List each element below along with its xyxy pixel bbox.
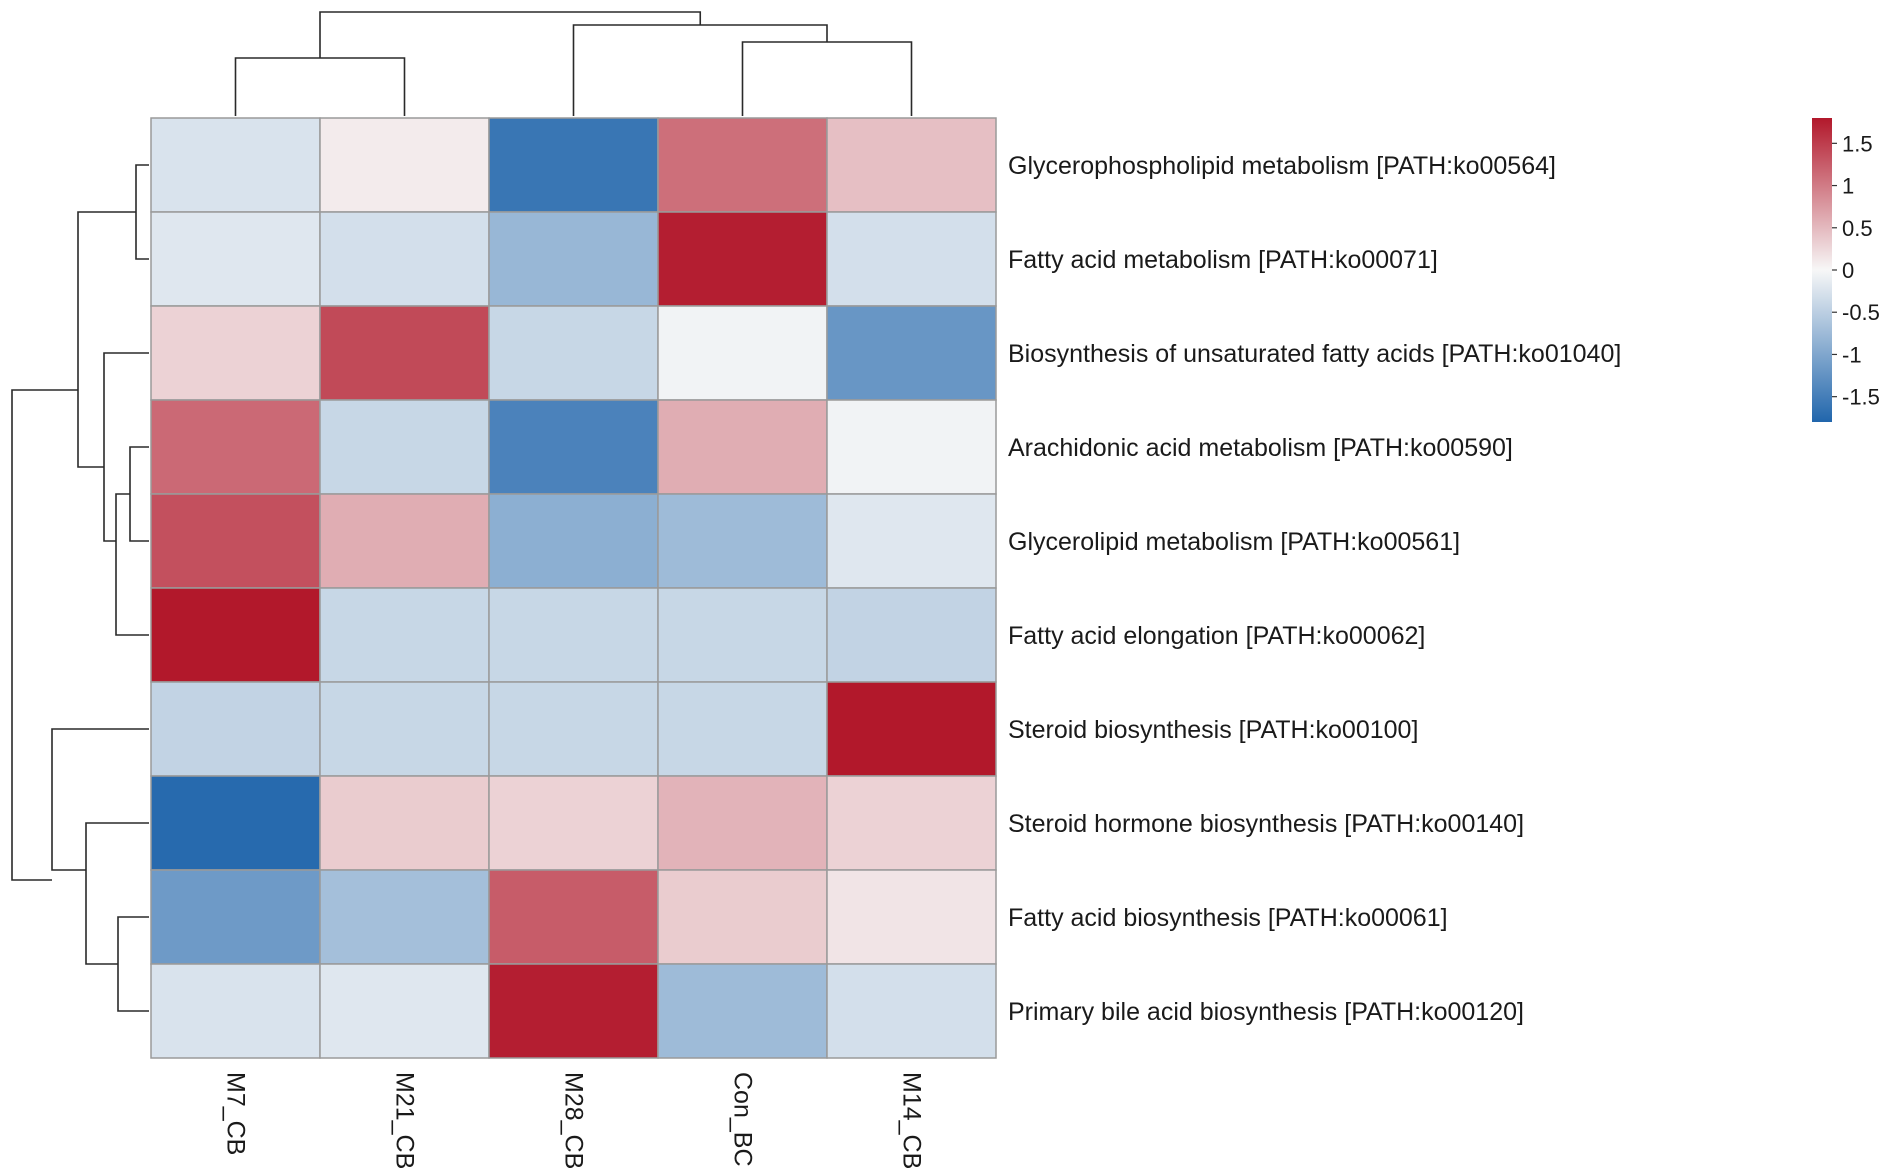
heatmap-cell: [826, 587, 997, 683]
row-label: Steroid hormone biosynthesis [PATH:ko001…: [1008, 810, 1524, 838]
dendrogram-branch: [234, 57, 406, 116]
heatmap-cell: [657, 117, 828, 213]
dendrogram-branch: [11, 389, 78, 881]
heatmap-cell: [826, 963, 997, 1059]
legend-ticks: 1.5 1 0.5 0 -0.5 -1 -1.5: [1832, 131, 1880, 410]
heatmap-cell: [657, 587, 828, 683]
column-label: M28_CB: [560, 1072, 588, 1168]
heatmap-cell: [488, 963, 659, 1059]
heatmap-cell: [319, 869, 490, 965]
heatmap-cell: [826, 305, 997, 401]
column-label: M14_CB: [898, 1072, 926, 1168]
dendrogram-branch: [115, 493, 149, 636]
heatmap-cell: [150, 211, 321, 307]
heatmap-cell: [826, 211, 997, 307]
row-label: Fatty acid elongation [PATH:ko00062]: [1008, 622, 1425, 650]
legend-tick-label: 1: [1842, 174, 1854, 199]
heatmap-cell: [488, 399, 659, 495]
legend-tick-label: 0: [1842, 258, 1854, 283]
heatmap-cell: [826, 869, 997, 965]
dendrogram-branch: [319, 11, 702, 58]
heatmap-cell: [488, 211, 659, 307]
row-label: Fatty acid biosynthesis [PATH:ko00061]: [1008, 904, 1448, 932]
heatmap-cell: [319, 963, 490, 1059]
heatmap-cell: [826, 117, 997, 213]
heatmap-cell: [826, 681, 997, 777]
column-labels: M7_CB M21_CB M28_CB Con_BC M14_CB: [222, 1072, 926, 1168]
heatmap-cell: [319, 587, 490, 683]
heatmap-cell: [657, 681, 828, 777]
heatmap-cell: [826, 399, 997, 495]
color-legend: 1.5 1 0.5 0 -0.5 -1 -1.5: [1812, 118, 1880, 422]
heatmap-cells: [150, 117, 997, 1059]
dendrogram-branch: [117, 916, 149, 1012]
dendrogram-branch: [51, 728, 149, 871]
heatmap-cell: [657, 211, 828, 307]
legend-color-bar: [1812, 118, 1832, 422]
row-labels: Glycerophospholipid metabolism [PATH:ko0…: [1008, 152, 1621, 1026]
heatmap-cell: [150, 117, 321, 213]
row-label: Primary bile acid biosynthesis [PATH:ko0…: [1008, 998, 1524, 1026]
dendrogram-branch: [103, 352, 149, 542]
legend-tick-label: 0.5: [1842, 216, 1873, 241]
row-label: Glycerolipid metabolism [PATH:ko00561]: [1008, 528, 1460, 556]
dendrogram-branch: [572, 24, 828, 116]
heatmap-cell: [488, 775, 659, 871]
heatmap-cell: [826, 775, 997, 871]
heatmap-cell: [150, 587, 321, 683]
heatmap-cell: [657, 305, 828, 401]
heatmap-cell: [657, 869, 828, 965]
heatmap-cell: [150, 305, 321, 401]
column-label: M21_CB: [391, 1072, 419, 1168]
legend-tick-label: -1: [1842, 342, 1862, 367]
dendrogram-branch: [129, 446, 149, 542]
heatmap-cell: [150, 963, 321, 1059]
heatmap-cell: [488, 681, 659, 777]
row-label: Arachidonic acid metabolism [PATH:ko0059…: [1008, 434, 1513, 462]
row-label: Steroid biosynthesis [PATH:ko00100]: [1008, 716, 1418, 744]
heatmap-cell: [319, 211, 490, 307]
heatmap-cell: [488, 587, 659, 683]
column-dendrogram: [234, 11, 913, 116]
heatmap-cell: [657, 775, 828, 871]
heatmap-cell: [319, 775, 490, 871]
heatmap-cell: [319, 681, 490, 777]
row-label: Biosynthesis of unsaturated fatty acids …: [1008, 340, 1621, 368]
column-label: Con_BC: [729, 1072, 757, 1167]
row-dendrogram: [11, 164, 149, 1012]
row-label: Fatty acid metabolism [PATH:ko00071]: [1008, 246, 1438, 274]
heatmap-cell: [150, 493, 321, 589]
column-label: M7_CB: [222, 1072, 250, 1155]
heatmap-cell: [657, 493, 828, 589]
heatmap-cell: [319, 493, 490, 589]
heatmap-cell: [150, 399, 321, 495]
heatmap-cell: [150, 681, 321, 777]
heatmap-cell: [319, 117, 490, 213]
row-label: Glycerophospholipid metabolism [PATH:ko0…: [1008, 152, 1556, 180]
heatmap-cell: [488, 493, 659, 589]
legend-tick-label: 1.5: [1842, 131, 1873, 156]
heatmap-cell: [657, 963, 828, 1059]
heatmap-cell: [150, 775, 321, 871]
legend-tick-label: -0.5: [1842, 300, 1880, 325]
heatmap-cell: [488, 305, 659, 401]
heatmap-cell: [488, 869, 659, 965]
dendrogram-branch: [85, 822, 149, 965]
dendrogram-branch: [741, 41, 913, 116]
heatmap-cell: [319, 399, 490, 495]
heatmap-cell: [319, 305, 490, 401]
dendrogram-branch: [135, 164, 149, 260]
heatmap-cell: [657, 399, 828, 495]
heatmap-cell: [826, 493, 997, 589]
legend-tick-label: -1.5: [1842, 385, 1880, 410]
dendrogram-branch: [77, 211, 136, 468]
heatmap-cell: [488, 117, 659, 213]
heatmap-cell: [150, 869, 321, 965]
